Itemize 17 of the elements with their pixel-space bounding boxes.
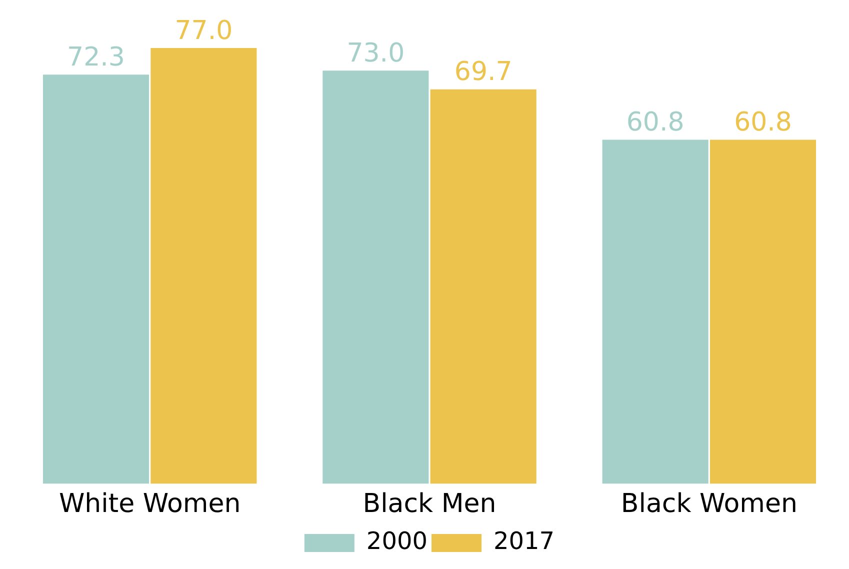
bar [42,74,150,484]
x-tick-label: Black Men [362,489,496,520]
legend-label: 2000 [366,527,428,556]
data-label: 60.8 [626,107,684,138]
bar [430,89,536,484]
bar [322,70,429,484]
bar [710,140,816,484]
bar [150,48,257,484]
data-label: 69.7 [454,57,512,88]
data-label: 72.3 [67,42,125,72]
legend-label: 2017 [494,527,555,556]
bar [602,140,708,484]
x-tick-label: Black Women [620,489,798,520]
data-label: 60.8 [734,107,792,138]
data-label: 73.0 [346,38,405,68]
x-tick-label: White Women [58,489,241,520]
data-label: 77.0 [174,16,233,46]
